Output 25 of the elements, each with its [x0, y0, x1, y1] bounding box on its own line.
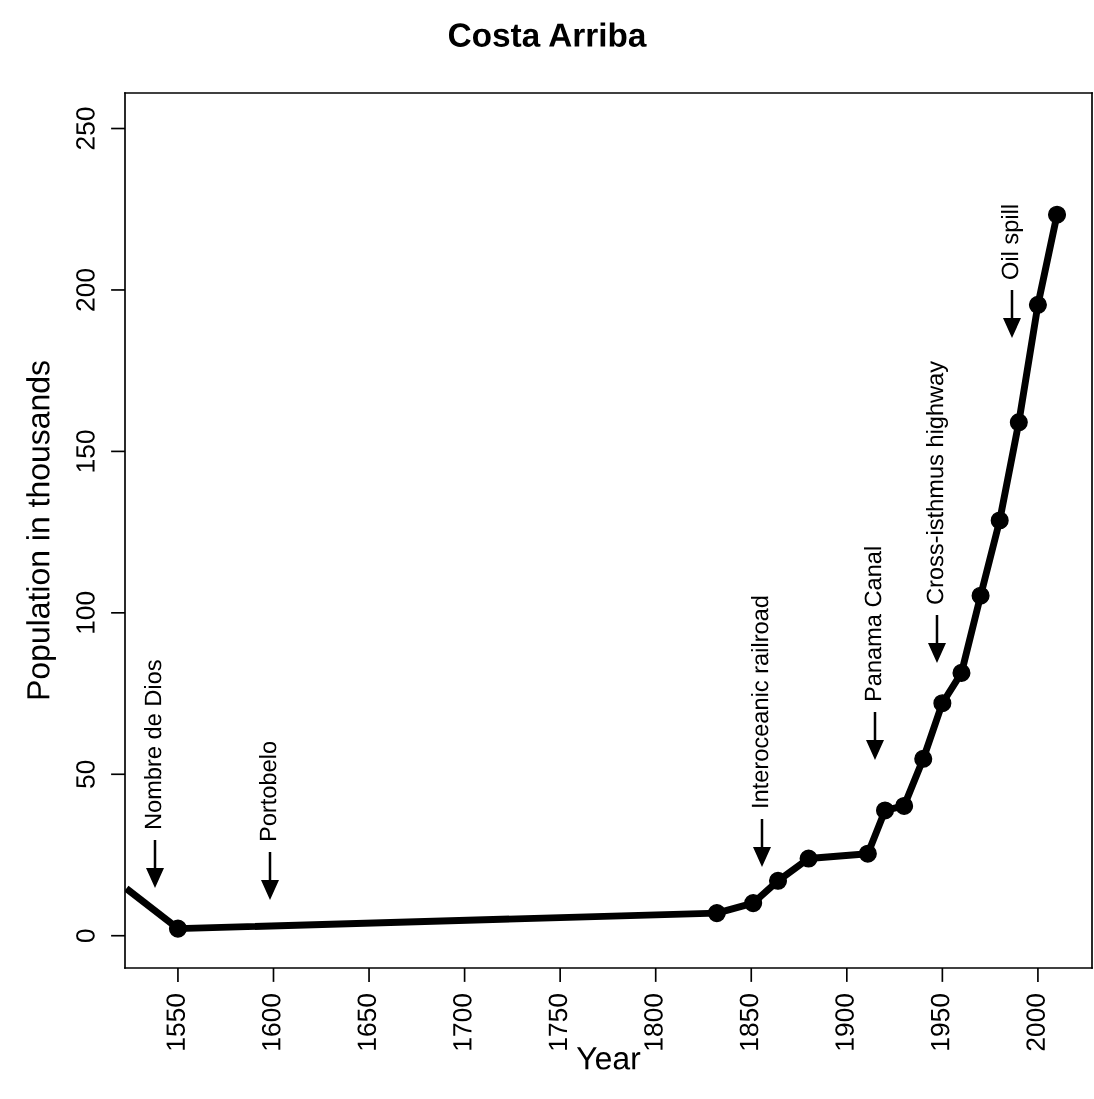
x-axis-title: Year: [576, 1047, 641, 1070]
annotation: Panama Canal: [863, 547, 882, 701]
y-tick-label: 100: [76, 591, 95, 633]
y-tick-label: 150: [76, 430, 95, 472]
x-tick-label: 1700: [452, 994, 472, 1050]
x-tick-label: 1600: [261, 994, 281, 1050]
chart-title: Costa Arriba: [448, 22, 647, 47]
annotation: Cross-isthmus highway: [925, 360, 949, 604]
y-tick-label: 0: [76, 929, 95, 943]
x-tick-label: 1950: [930, 994, 950, 1050]
annotation: Portobelo: [259, 741, 277, 841]
y-tick-label: 250: [76, 107, 95, 150]
x-tick-label: 1850: [739, 994, 759, 1050]
y-axis-title: Population in thousands: [26, 361, 56, 699]
y-tick-label: 50: [76, 760, 95, 788]
x-tick-label: 1800: [644, 994, 663, 1050]
x-tick-label: 1650: [357, 994, 377, 1050]
x-tick-label: 1550: [166, 994, 186, 1050]
y-tick-label: 200: [76, 268, 95, 311]
x-tick-label: 1900: [835, 994, 854, 1050]
annotation: Oil spill: [1000, 205, 1024, 279]
annotation: Nombre de Dios: [144, 660, 162, 829]
x-tick-label: 2000: [1026, 994, 1045, 1051]
x-tick-label: 1750: [548, 994, 568, 1050]
annotation: Interoceanic railroad: [750, 596, 769, 807]
